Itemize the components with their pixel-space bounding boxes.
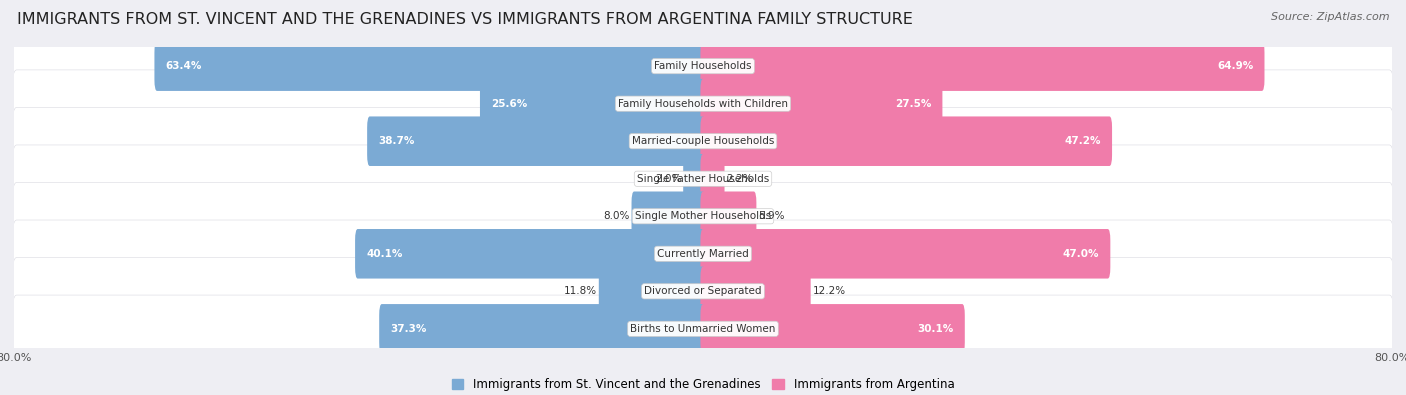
Legend: Immigrants from St. Vincent and the Grenadines, Immigrants from Argentina: Immigrants from St. Vincent and the Gren… — [447, 373, 959, 395]
Text: 38.7%: 38.7% — [378, 136, 415, 146]
Text: Births to Unmarried Women: Births to Unmarried Women — [630, 324, 776, 334]
Text: Source: ZipAtlas.com: Source: ZipAtlas.com — [1271, 12, 1389, 22]
Text: Single Father Households: Single Father Households — [637, 174, 769, 184]
FancyBboxPatch shape — [13, 182, 1393, 250]
Text: 80.0%: 80.0% — [0, 353, 32, 363]
FancyBboxPatch shape — [700, 79, 942, 128]
Text: Currently Married: Currently Married — [657, 249, 749, 259]
Text: 5.9%: 5.9% — [758, 211, 785, 221]
Text: Divorced or Separated: Divorced or Separated — [644, 286, 762, 296]
FancyBboxPatch shape — [13, 295, 1393, 363]
Text: 63.4%: 63.4% — [166, 61, 202, 71]
FancyBboxPatch shape — [13, 258, 1393, 325]
Text: 40.1%: 40.1% — [367, 249, 402, 259]
FancyBboxPatch shape — [700, 229, 1111, 278]
FancyBboxPatch shape — [13, 32, 1393, 100]
FancyBboxPatch shape — [599, 267, 706, 316]
FancyBboxPatch shape — [683, 154, 706, 203]
Text: 80.0%: 80.0% — [1374, 353, 1406, 363]
Text: 25.6%: 25.6% — [491, 99, 527, 109]
Text: 37.3%: 37.3% — [391, 324, 427, 334]
Text: IMMIGRANTS FROM ST. VINCENT AND THE GRENADINES VS IMMIGRANTS FROM ARGENTINA FAMI: IMMIGRANTS FROM ST. VINCENT AND THE GREN… — [17, 12, 912, 27]
Text: 30.1%: 30.1% — [917, 324, 953, 334]
FancyBboxPatch shape — [700, 117, 1112, 166]
FancyBboxPatch shape — [155, 41, 706, 91]
FancyBboxPatch shape — [700, 154, 724, 203]
FancyBboxPatch shape — [13, 107, 1393, 175]
FancyBboxPatch shape — [380, 304, 706, 354]
FancyBboxPatch shape — [356, 229, 706, 278]
Text: 11.8%: 11.8% — [564, 286, 598, 296]
Text: 2.2%: 2.2% — [727, 174, 752, 184]
FancyBboxPatch shape — [479, 79, 706, 128]
FancyBboxPatch shape — [700, 192, 756, 241]
Text: Single Mother Households: Single Mother Households — [636, 211, 770, 221]
FancyBboxPatch shape — [13, 145, 1393, 213]
Text: 47.0%: 47.0% — [1063, 249, 1099, 259]
Text: 12.2%: 12.2% — [813, 286, 845, 296]
FancyBboxPatch shape — [700, 267, 811, 316]
Text: 27.5%: 27.5% — [894, 99, 931, 109]
Text: Family Households: Family Households — [654, 61, 752, 71]
FancyBboxPatch shape — [13, 220, 1393, 288]
Text: Married-couple Households: Married-couple Households — [631, 136, 775, 146]
FancyBboxPatch shape — [13, 70, 1393, 137]
FancyBboxPatch shape — [631, 192, 706, 241]
FancyBboxPatch shape — [700, 41, 1264, 91]
FancyBboxPatch shape — [367, 117, 706, 166]
Text: 64.9%: 64.9% — [1218, 61, 1253, 71]
FancyBboxPatch shape — [700, 304, 965, 354]
Text: 8.0%: 8.0% — [603, 211, 630, 221]
Text: 47.2%: 47.2% — [1064, 136, 1101, 146]
Text: Family Households with Children: Family Households with Children — [619, 99, 787, 109]
Text: 2.0%: 2.0% — [655, 174, 682, 184]
